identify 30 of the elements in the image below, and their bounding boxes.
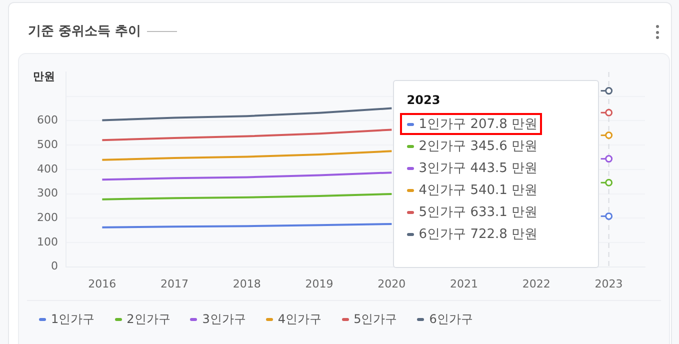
- x-tick-label: 2017: [160, 277, 189, 290]
- annotation: 1인가구 207.8 만원: [418, 116, 538, 133]
- annotation: 5인가구 633.1 만원: [418, 204, 538, 221]
- y-tick-label: 500: [36, 138, 58, 151]
- category-label: 2023: [406, 93, 440, 107]
- legend-label: 2인가구: [126, 311, 170, 328]
- annotation: 6인가구 722.8 만원: [418, 226, 538, 243]
- y-tick-label: 0: [50, 260, 58, 273]
- annotation: 3인가구 443.5 만원: [418, 160, 538, 177]
- legend-label: 3인가구: [201, 311, 246, 328]
- legend-label: 5인가구: [352, 311, 398, 328]
- annotation: 2인가구 345.6 만원: [418, 138, 538, 155]
- y-tick-label: 600: [36, 114, 58, 127]
- x-tick-label: 2021: [450, 277, 478, 290]
- x-tick-label: 2016: [88, 277, 116, 290]
- y-tick-label: 300: [36, 186, 58, 200]
- x-tick-label: 2022: [522, 277, 550, 290]
- y-axis-title: 만원: [32, 70, 55, 83]
- legend-label: 1인가구: [50, 311, 95, 328]
- x-tick-label: 2019: [305, 277, 334, 290]
- annotation: 4인가구 540.1 만원: [418, 182, 538, 199]
- y-tick-label: 400: [36, 162, 58, 176]
- x-tick-label: 2023: [594, 277, 623, 290]
- y-tick-label: 100: [36, 235, 58, 248]
- x-tick-label: 2020: [378, 277, 406, 290]
- legend-label: 4인가구: [276, 311, 322, 328]
- y-tick-label: 200: [36, 210, 58, 224]
- chart-title: 기준 중위소득 추이: [28, 23, 142, 40]
- legend-label: 6인가구: [428, 311, 473, 328]
- x-tick-label: 2018: [232, 277, 261, 290]
